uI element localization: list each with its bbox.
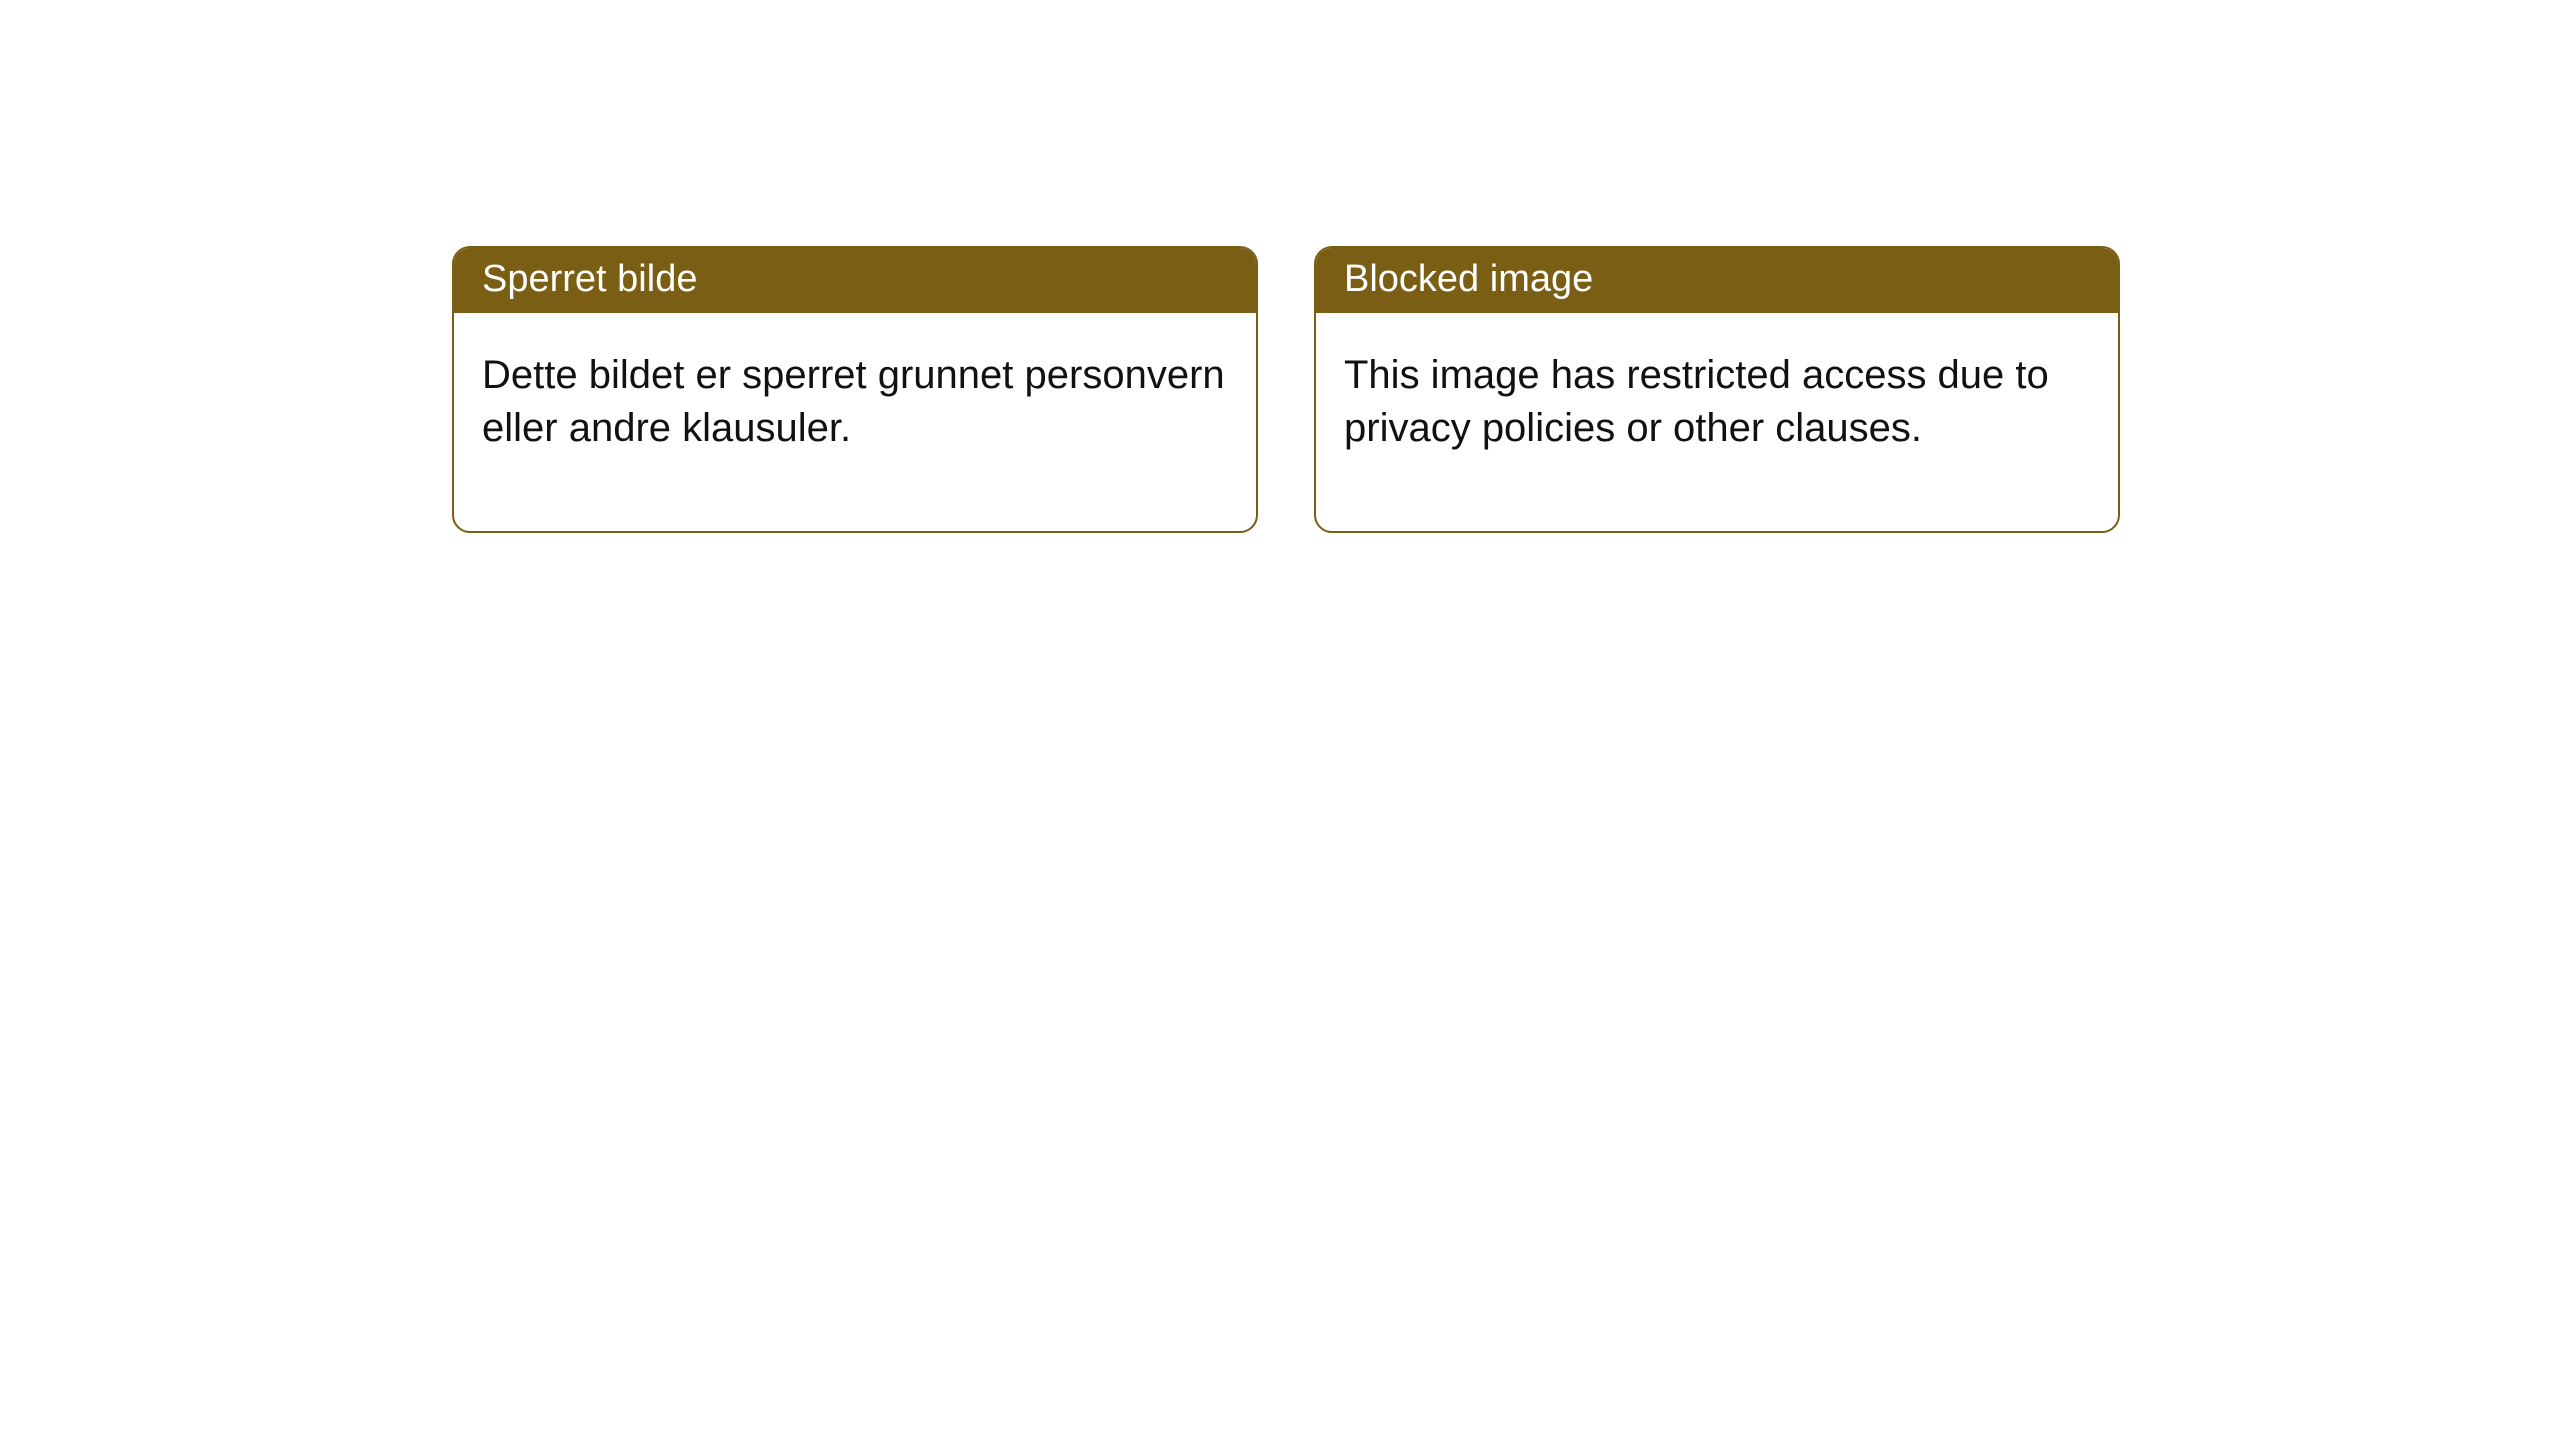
notice-card-norwegian: Sperret bilde Dette bildet er sperret gr… [452,246,1258,533]
notice-title: Sperret bilde [454,248,1256,313]
notice-title: Blocked image [1316,248,2118,313]
notice-body: This image has restricted access due to … [1316,313,2118,531]
notice-body: Dette bildet er sperret grunnet personve… [454,313,1256,531]
notice-card-english: Blocked image This image has restricted … [1314,246,2120,533]
notice-container: Sperret bilde Dette bildet er sperret gr… [0,0,2560,533]
